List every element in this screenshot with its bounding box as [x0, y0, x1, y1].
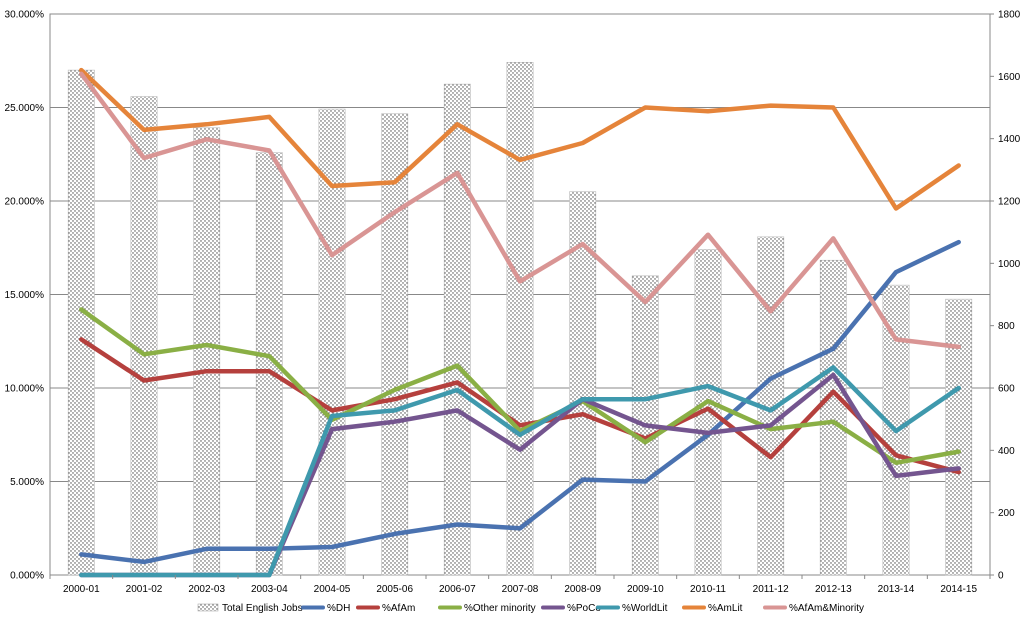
left-tick-label: 10.000%	[5, 384, 45, 395]
right-tick-label: 600	[998, 384, 1015, 395]
legend-label: %WorldLit	[622, 603, 668, 614]
right-tick-label: 1200	[998, 197, 1021, 208]
right-tick-label: 800	[998, 321, 1015, 332]
right-tick-label: 1400	[998, 134, 1021, 145]
x-tick-label: 2012-13	[815, 584, 852, 595]
x-tick-label: 2004-05	[314, 584, 351, 595]
line-series-group	[79, 67, 961, 578]
x-tick-label: 2000-01	[63, 584, 100, 595]
legend-label: %Other minority	[464, 603, 536, 614]
left-tick-label: 15.000%	[5, 290, 45, 301]
legend: Total English Jobs %DH %AfAm %Other minorit…	[197, 603, 864, 614]
right-tick-label: 200	[998, 508, 1015, 519]
legend-label: Total English Jobs	[222, 603, 303, 614]
right-tick-label: 400	[998, 446, 1015, 457]
legend-label: %PoCo	[567, 603, 601, 614]
bar-total-english-jobs	[67, 69, 95, 576]
legend-label: %AfAm	[382, 603, 415, 614]
bar-total-english-jobs	[945, 298, 973, 576]
right-tick-label: 1800	[998, 10, 1021, 21]
left-tick-label: 20.000%	[5, 197, 45, 208]
right-tick-label: 1600	[998, 72, 1021, 83]
line-afam-minority	[79, 71, 961, 350]
left-tick-label: 30.000%	[5, 10, 45, 21]
line-worldlit	[79, 365, 961, 578]
left-tick-label: 5.000%	[10, 477, 44, 488]
legend-label: %DH	[327, 603, 350, 614]
right-tick-label: 0	[998, 571, 1004, 582]
line-dh	[79, 239, 961, 565]
x-tick-label: 2002-03	[188, 584, 225, 595]
x-tick-label: 2009-10	[627, 584, 664, 595]
bar-total-english-jobs	[443, 83, 471, 576]
line-afam	[79, 337, 961, 475]
x-tick-label: 2001-02	[126, 584, 163, 595]
legend-label: %AfAm&Minority	[789, 603, 864, 614]
x-tick-label: 2011-12	[753, 584, 789, 595]
right-tick-label: 1000	[998, 259, 1021, 270]
x-tick-label: 2007-08	[502, 584, 539, 595]
x-tick-label: 2010-11	[690, 584, 726, 595]
bar-total-english-jobs	[819, 259, 847, 576]
line-other-minority	[79, 307, 961, 466]
left-tick-label: 0.000%	[10, 571, 44, 582]
bar-total-english-jobs	[569, 191, 597, 576]
legend-swatch-total-english-jobs	[197, 603, 219, 612]
x-tick-label: 2014-15	[940, 584, 977, 595]
x-tick-label: 2008-09	[564, 584, 601, 595]
bar-total-english-jobs	[130, 96, 158, 576]
x-tick-label: 2013-14	[878, 584, 915, 595]
bar-total-english-jobs	[381, 113, 409, 576]
left-tick-label: 25.000%	[5, 103, 45, 114]
legend-label: %AmLit	[708, 603, 743, 614]
bar-series-total-english-jobs	[67, 62, 973, 576]
bar-total-english-jobs	[506, 62, 534, 576]
x-tick-label: 2003-04	[251, 584, 288, 595]
x-tick-label: 2005-06	[376, 584, 413, 595]
x-tick-label: 2006-07	[439, 584, 476, 595]
line-amlit	[79, 67, 961, 211]
bar-total-english-jobs	[193, 127, 221, 576]
axes: 0.000% 5.000% 10.000% 15.000% 20.000% 25.000%…	[5, 10, 1021, 596]
